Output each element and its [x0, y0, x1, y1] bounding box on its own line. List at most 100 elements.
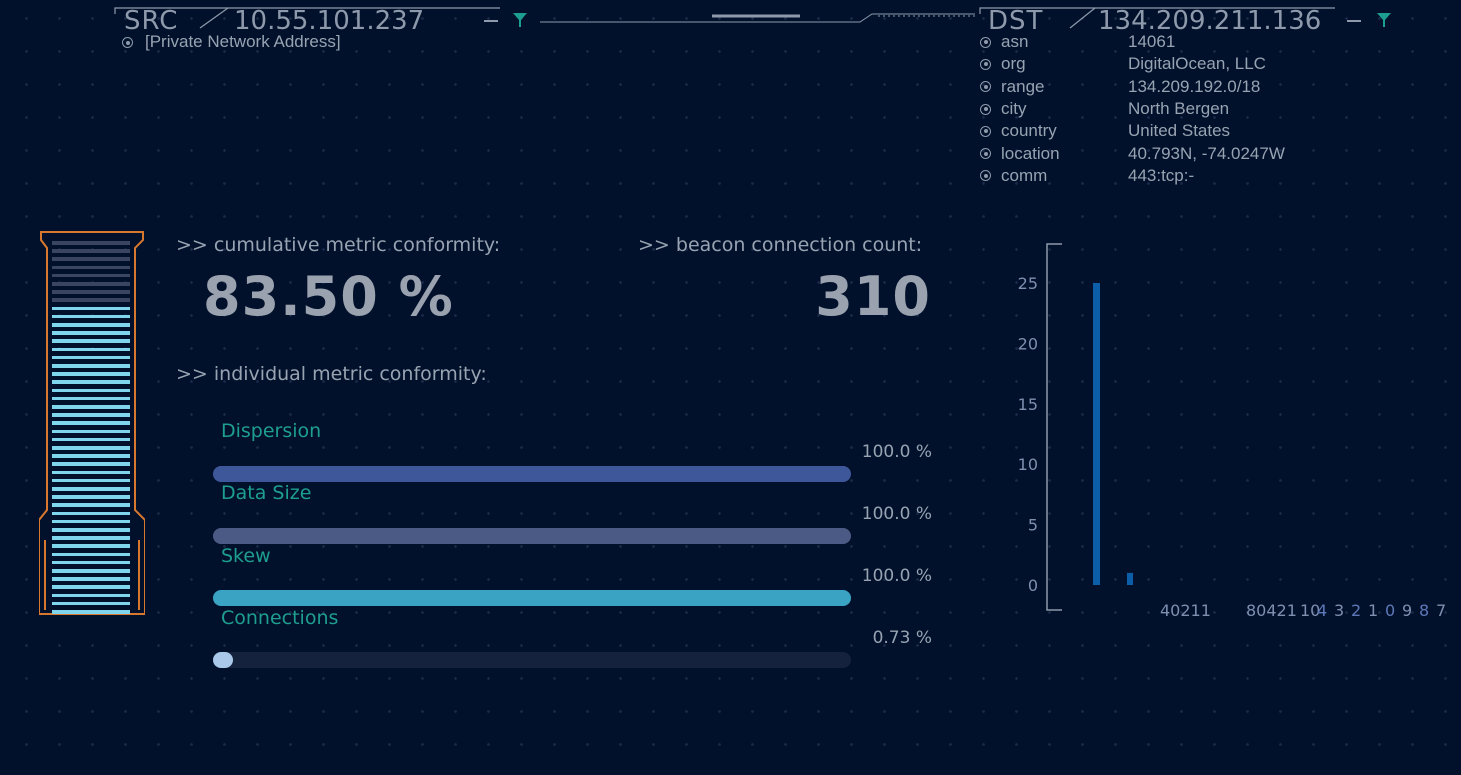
dst-info-row: asn 14061 — [980, 31, 1285, 53]
metric-name: Skew — [221, 545, 271, 567]
src-note: [Private Network Address] — [122, 32, 341, 52]
metric-bar-fill — [213, 652, 233, 668]
meter-segment-on — [52, 495, 130, 499]
dst-info-row: comm 443:tcp:- — [980, 165, 1285, 187]
meter-segment-on — [52, 487, 130, 491]
dst-info-row: city North Bergen — [980, 98, 1285, 120]
meter-segment-on — [52, 528, 130, 532]
chart-ytick-label: 25 — [1018, 274, 1038, 293]
meter-segment-on — [52, 372, 130, 376]
dst-info-key: country — [1001, 121, 1057, 141]
meter-segment-on — [52, 560, 130, 565]
meter-segment-on — [52, 519, 130, 524]
meter-segment-on — [52, 470, 130, 475]
header-frame — [114, 7, 1335, 29]
chart-bar — [1093, 283, 1100, 585]
src-minus-icon[interactable] — [484, 20, 498, 22]
dst-info-row: country United States — [980, 120, 1285, 142]
meter-segment-on — [52, 413, 130, 417]
chart-xtick-label: 7 — [1436, 601, 1446, 620]
dst-label: DST — [988, 6, 1044, 36]
meter-segment-off — [52, 265, 130, 270]
dst-info-list: asn 14061 org DigitalOcean, LLC range 134.209… — [980, 31, 1285, 187]
meter-segment-off — [52, 273, 130, 278]
dst-filter-icon[interactable] — [1376, 12, 1392, 28]
meter-segment-on — [52, 388, 130, 393]
meter-segment-on — [52, 601, 130, 606]
src-ip: 10.55.101.237 — [234, 6, 425, 36]
bullet-icon — [980, 36, 991, 48]
chart-xtick-label: 2 — [1351, 601, 1361, 620]
chart-xtick-label: 40211 — [1160, 601, 1211, 620]
bullet-icon — [980, 125, 991, 137]
dst-info-value: 14061 — [1128, 32, 1176, 52]
bullet-icon — [980, 81, 991, 93]
meter-segment-on — [52, 544, 130, 548]
meter-segment-on — [52, 577, 130, 581]
meter-segment-on — [52, 339, 130, 343]
meter-segment-on — [52, 478, 130, 483]
dst-info-row: org DigitalOcean, LLC — [980, 53, 1285, 75]
meter-segment-on — [52, 355, 130, 360]
chart-xtick-label: 80421 — [1246, 601, 1297, 620]
chart-ytick-label: 20 — [1018, 334, 1038, 353]
score-meter — [39, 230, 145, 616]
metric-bar-track — [213, 590, 851, 606]
meter-segment-on — [52, 437, 130, 442]
meter-segment-on — [52, 429, 130, 434]
meter-segment-on — [52, 323, 130, 327]
dst-info-value: DigitalOcean, LLC — [1128, 54, 1266, 74]
dst-info-row: location 40.793N, -74.0247W — [980, 142, 1285, 164]
meter-segment-off — [52, 257, 130, 261]
cumulative-value: 83.50 % — [203, 265, 454, 328]
meter-segment-off — [52, 282, 130, 286]
meter-segment-on — [52, 610, 130, 614]
chart-ytick-label: 10 — [1018, 455, 1038, 474]
meter-segment-on — [52, 446, 130, 450]
meter-segment-on — [52, 552, 130, 557]
chart-xtick-label: 1 — [1368, 601, 1378, 620]
meter-segment-on — [52, 462, 130, 466]
bullet-icon — [980, 148, 991, 160]
dst-info-key: location — [1001, 143, 1060, 163]
chart-ytick-label: 0 — [1028, 576, 1038, 595]
meter-segment-on — [52, 314, 130, 319]
chart-xtick-label: 10 — [1300, 601, 1320, 620]
meter-segment-on — [52, 593, 130, 598]
meter-segment-on — [52, 585, 130, 589]
metric-bar-fill — [213, 466, 851, 482]
meter-segment-on — [52, 364, 130, 368]
beacon-value: 310 — [815, 265, 931, 328]
meter-segment-on — [52, 454, 130, 458]
metric-name: Dispersion — [221, 420, 322, 442]
dst-info-value: United States — [1128, 121, 1231, 141]
dst-info-value: 40.793N, -74.0247W — [1128, 143, 1285, 163]
meter-segment-on — [52, 331, 130, 335]
bullet-icon — [980, 103, 991, 115]
meter-segment-on — [52, 503, 130, 507]
meter-segment-on — [52, 536, 130, 540]
dst-info-value: 134.209.192.0/18 — [1128, 76, 1261, 96]
src-filter-icon[interactable] — [512, 12, 528, 28]
metric-percent: 100.0 % — [861, 566, 932, 586]
meter-segment-on — [52, 347, 130, 352]
dst-info-key: org — [1001, 54, 1026, 74]
dst-minus-icon[interactable] — [1347, 20, 1361, 22]
metric-bar-track — [213, 528, 851, 544]
meter-segment-off — [52, 290, 130, 294]
metric-bar-fill — [213, 528, 851, 544]
individual-label: >> individual metric conformity: — [176, 363, 487, 385]
dst-info-row: range 134.209.192.0/18 — [980, 76, 1285, 98]
beacon-label: >> beacon connection count: — [638, 234, 923, 256]
chart-ytick-label: 15 — [1018, 395, 1038, 414]
metric-name: Data Size — [221, 482, 312, 504]
chart-axis — [1046, 243, 1062, 611]
dst-info-value: 443:tcp:- — [1128, 165, 1195, 185]
bullet-icon — [980, 58, 991, 70]
meter-segment-off — [52, 241, 130, 245]
chart-ytick-label: 5 — [1028, 516, 1038, 535]
meter-segment-on — [52, 306, 130, 311]
dst-info-key: city — [1001, 99, 1027, 119]
bullet-icon — [122, 37, 133, 49]
